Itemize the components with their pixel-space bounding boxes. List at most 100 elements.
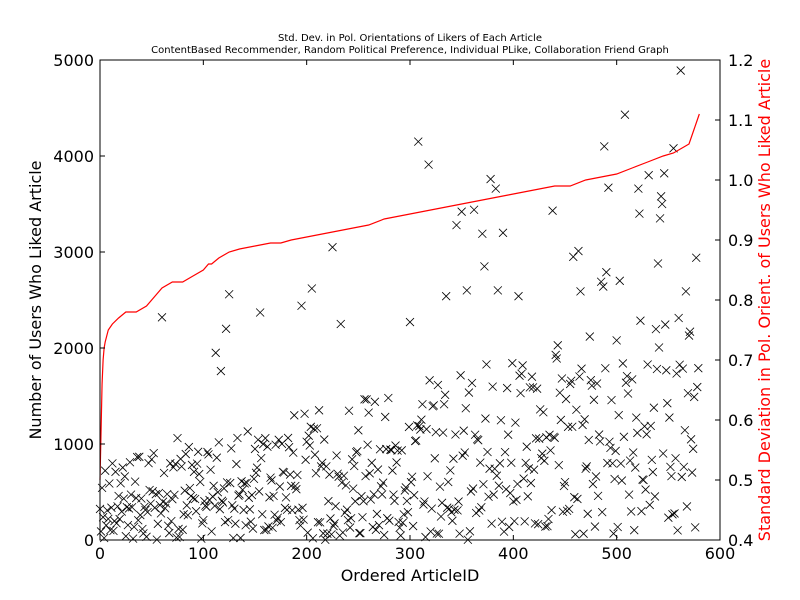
scatter-point <box>554 460 564 470</box>
scatter-point <box>355 528 364 538</box>
scatter-point <box>461 403 471 413</box>
y-tick-label: 3000 <box>53 243 94 262</box>
scatter-point <box>608 459 617 468</box>
scatter-point <box>164 528 174 538</box>
scatter-point <box>568 252 578 262</box>
chart-title: Std. Dev. in Pol. Orientations of Likers… <box>278 33 542 44</box>
scatter-point <box>386 445 395 454</box>
scatter-point <box>147 455 156 464</box>
scatter-point <box>361 471 370 481</box>
scatter-point <box>422 424 431 434</box>
scatter-point <box>511 418 520 427</box>
std-dev-line <box>99 113 700 481</box>
scatter-point <box>424 160 433 169</box>
scatter-point <box>372 509 382 519</box>
scatter-point <box>390 496 399 506</box>
scatter-point <box>213 487 223 497</box>
scatter-point <box>433 380 443 390</box>
scatter-point <box>510 516 519 526</box>
scatter-point <box>595 437 605 446</box>
scatter-point <box>574 246 583 256</box>
scatter-point <box>215 504 225 514</box>
scatter-point <box>435 482 445 491</box>
scatter-point <box>346 513 356 523</box>
scatter-point <box>133 515 143 525</box>
scatter-point <box>456 371 465 380</box>
scatter-point <box>658 449 668 458</box>
scatter-point <box>230 504 239 513</box>
scatter-point <box>116 478 125 488</box>
scatter-point <box>561 394 571 404</box>
scatter-point <box>252 463 262 472</box>
scatter-point <box>617 476 627 485</box>
scatter-point <box>121 531 131 541</box>
scatter-point <box>324 496 333 506</box>
scatter-point <box>679 462 689 472</box>
scatter-point <box>328 242 337 252</box>
scatter-point <box>411 436 421 445</box>
scatter-point <box>327 530 336 539</box>
scatter-point <box>385 516 394 525</box>
scatter-point <box>556 415 566 425</box>
scatter-point <box>682 502 692 511</box>
scatter-point <box>653 259 663 268</box>
scatter-point <box>187 460 197 470</box>
scatter-point <box>614 410 624 420</box>
scatter-point <box>452 220 461 230</box>
scatter-point <box>304 431 314 441</box>
scatter-point <box>243 427 253 436</box>
scatter-point <box>584 435 594 445</box>
scatter-point <box>518 361 527 370</box>
y-axis-right: 0.4 0.5 0.6 0.7 0.8 0.9 1.0 1.1 1.2 <box>715 51 753 550</box>
scatter-point <box>462 286 472 295</box>
scatter-point <box>102 506 112 515</box>
scatter-point <box>150 503 160 513</box>
scatter-point <box>253 435 263 445</box>
scatter-point <box>347 455 357 464</box>
scatter-point <box>597 507 607 517</box>
chart-subtitle: ContentBased Recommender, Random Politic… <box>151 45 669 56</box>
scatter-point <box>418 399 427 409</box>
scatter-point <box>443 477 453 487</box>
scatter-point <box>440 390 450 400</box>
scatter-point <box>529 465 539 474</box>
scatter-point <box>142 532 151 542</box>
scatter-point <box>655 214 665 223</box>
scatter-point <box>533 519 543 529</box>
scatter-point <box>196 534 206 543</box>
scatter-point <box>498 228 508 238</box>
scatter-point <box>391 441 400 450</box>
scatter-point <box>393 446 402 455</box>
scatter-point <box>378 478 388 487</box>
scatter-point <box>431 427 441 437</box>
scatter-point <box>571 530 580 539</box>
scatter-point <box>360 395 369 404</box>
scatter-point <box>275 482 285 491</box>
scatter-point <box>648 467 658 477</box>
scatter-point <box>242 478 252 488</box>
scatter-point <box>377 490 387 499</box>
scatter-point <box>676 66 686 75</box>
scatter-point <box>364 408 373 417</box>
scatter-point <box>487 519 496 528</box>
scatter-point <box>246 517 256 526</box>
scatter-point <box>161 499 171 508</box>
scatter-point <box>168 494 177 504</box>
scatter-point <box>615 276 625 286</box>
scatter-point <box>516 388 525 398</box>
scatter-point <box>664 513 673 523</box>
scatter-point <box>312 423 322 433</box>
scatter-point <box>432 529 442 538</box>
scatter-point <box>105 479 114 488</box>
scatter-point <box>284 442 294 452</box>
scatter-point <box>232 459 241 469</box>
scatter-point <box>224 289 234 299</box>
scatter-point <box>625 456 635 465</box>
scatter-point <box>289 411 299 420</box>
scatter-point <box>520 517 529 526</box>
scatter-point <box>513 479 522 489</box>
scatter-point <box>111 467 120 477</box>
scatter-point <box>473 435 483 445</box>
scatter-point <box>202 502 211 512</box>
scatter-point <box>267 476 276 485</box>
